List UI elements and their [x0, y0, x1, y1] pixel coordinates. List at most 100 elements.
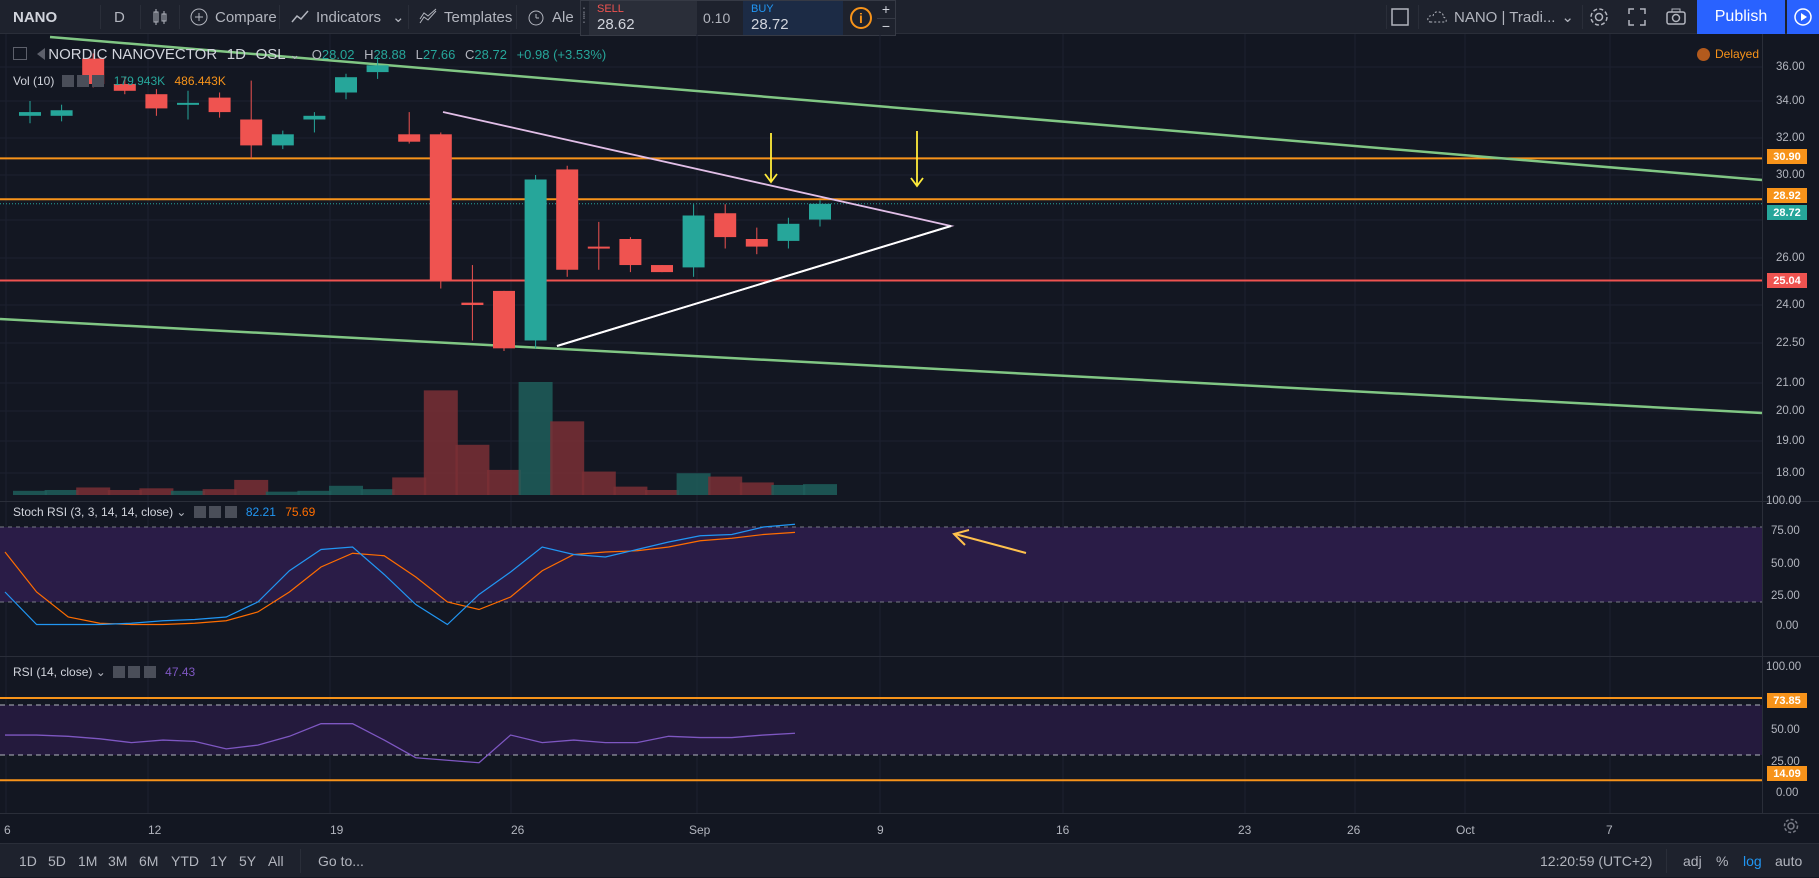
- candle-body: [809, 203, 831, 220]
- price-axis-border: [1762, 34, 1763, 813]
- collapse-legend-icon[interactable]: [13, 47, 27, 60]
- layout-name-label: NANO | Tradi...: [1454, 8, 1556, 26]
- expand-icon: [1628, 8, 1646, 26]
- auto-scale-toggle[interactable]: auto: [1775, 853, 1803, 869]
- templates-button[interactable]: Templates: [418, 0, 512, 34]
- time-axis-settings-button[interactable]: [1782, 817, 1800, 838]
- indicators-button[interactable]: Indicators: [290, 0, 381, 34]
- quantity-increase-button[interactable]: +: [877, 1, 895, 19]
- log-scale-toggle[interactable]: log: [1743, 853, 1762, 869]
- range-1m-button[interactable]: 1M: [78, 853, 98, 869]
- volume-label[interactable]: Vol (10): [13, 74, 55, 88]
- triangle-lower-line: [556, 225, 952, 347]
- volume-bar: [392, 477, 427, 495]
- chart-canvas[interactable]: [0, 34, 1819, 877]
- candle-body: [208, 97, 231, 113]
- gear-icon[interactable]: [128, 666, 141, 678]
- indicators-dropdown[interactable]: ⌄: [392, 0, 405, 34]
- alert-button[interactable]: Ale: [526, 0, 574, 34]
- close-icon[interactable]: [143, 666, 156, 678]
- candle-body: [366, 65, 389, 73]
- annotation-arrowhead: [910, 177, 924, 188]
- timezone-clock[interactable]: 12:20:59 (UTC+2): [1540, 853, 1653, 869]
- rsi-level-label: 14.09: [1767, 766, 1807, 781]
- chevron-down-icon: ⌄: [392, 9, 405, 26]
- publish-options-button[interactable]: [1787, 0, 1819, 34]
- range-1y-button[interactable]: 1Y: [210, 853, 228, 869]
- templates-icon: [419, 8, 437, 24]
- close-icon[interactable]: [92, 75, 105, 87]
- quantity-decrease-button[interactable]: −: [881, 18, 891, 34]
- gear-icon[interactable]: [209, 506, 222, 518]
- volume-ma-value: 486.443K: [174, 74, 226, 88]
- close-label: C: [465, 47, 475, 62]
- go-to-date-button[interactable]: Go to...: [318, 853, 364, 869]
- rsi-label[interactable]: RSI (14, close): [13, 665, 93, 679]
- price-tick: 30.00: [1776, 169, 1805, 181]
- settings-button[interactable]: [1588, 0, 1610, 34]
- change-value: +0.98 (+3.53%): [516, 47, 607, 62]
- percent-scale-toggle[interactable]: %: [1716, 853, 1729, 869]
- publish-label: Publish: [1714, 8, 1768, 25]
- interval-button[interactable]: D: [114, 0, 125, 34]
- price-tick: 21.00: [1776, 377, 1805, 389]
- adjust-toggle[interactable]: adj: [1683, 853, 1702, 869]
- play-icon: [1794, 8, 1812, 26]
- support-price-label: 25.04: [1767, 273, 1807, 288]
- close-icon[interactable]: [224, 506, 237, 518]
- info-icon[interactable]: i: [850, 7, 872, 29]
- range-5y-button[interactable]: 5Y: [239, 853, 257, 869]
- range-3m-button[interactable]: 3M: [108, 853, 128, 869]
- eye-icon[interactable]: [113, 666, 126, 678]
- layout-name-button[interactable]: NANO | Tradi... ⌄: [1426, 0, 1574, 34]
- pane-separator[interactable]: [0, 501, 1819, 502]
- eye-icon[interactable]: [61, 75, 74, 87]
- chevron-down-icon: ⌄: [1561, 9, 1574, 26]
- spread-value: 0.10: [703, 10, 731, 26]
- buy-label: BUY: [751, 3, 774, 15]
- stoch-tick: 100.00: [1766, 495, 1802, 507]
- eye-icon[interactable]: [193, 506, 206, 518]
- sell-button[interactable]: SELL 28.62: [589, 1, 697, 35]
- delayed-badge[interactable]: Delayed: [1697, 47, 1759, 61]
- symbol-title[interactable]: NORDIC NANOVECTOR: [48, 46, 218, 63]
- level-price-label: 30.90: [1767, 149, 1807, 164]
- stoch-tick: 75.00: [1771, 525, 1800, 537]
- symbol-search[interactable]: NANO: [13, 0, 57, 34]
- fullscreen-layout-button[interactable]: [1390, 0, 1410, 34]
- range-6m-button[interactable]: 6M: [139, 853, 159, 869]
- annotation-arrow: [954, 533, 1027, 554]
- chevron-down-icon[interactable]: ⌄: [289, 47, 301, 62]
- range-all-button[interactable]: All: [268, 853, 284, 869]
- candle-body: [745, 239, 768, 247]
- fullscreen-button[interactable]: [1627, 0, 1647, 34]
- stoch-band: [0, 527, 1762, 602]
- chevron-down-icon[interactable]: ⌄: [176, 505, 187, 519]
- price-tick: 22.50: [1776, 337, 1805, 349]
- publish-button[interactable]: Publish: [1697, 0, 1785, 34]
- snapshot-button[interactable]: [1665, 0, 1687, 34]
- low-label: L: [415, 47, 423, 62]
- rsi-line: [5, 723, 796, 764]
- range-1d-button[interactable]: 1D: [19, 853, 37, 869]
- stoch-d-value: 75.69: [285, 505, 316, 519]
- buy-button[interactable]: BUY 28.72: [743, 1, 843, 35]
- stoch-rsi-label[interactable]: Stoch RSI (3, 3, 14, 14, close): [13, 505, 174, 519]
- range-ytd-button[interactable]: YTD: [171, 853, 199, 869]
- chart-style-button[interactable]: [151, 0, 169, 34]
- rsi-value: 47.43: [165, 665, 196, 679]
- indicators-icon: [291, 10, 309, 23]
- range-5d-button[interactable]: 5D: [48, 853, 66, 869]
- chevron-down-icon[interactable]: ⌄: [95, 665, 106, 679]
- pane-separator[interactable]: [0, 656, 1819, 657]
- annotation-arrowhead: [952, 529, 970, 546]
- top-toolbar: NANO D Compare Indicators ⌄ Templates Al…: [0, 0, 1819, 36]
- drag-handle-icon[interactable]: ⋮ ⋮: [578, 5, 590, 25]
- compare-button[interactable]: Compare: [189, 0, 277, 34]
- volume-bar: [360, 489, 395, 495]
- candle-body: [587, 246, 610, 249]
- last-price-label: 28.72: [1767, 205, 1807, 220]
- time-tick: Oct: [1456, 823, 1475, 837]
- sell-label: SELL: [597, 3, 624, 15]
- gear-icon[interactable]: [77, 75, 90, 87]
